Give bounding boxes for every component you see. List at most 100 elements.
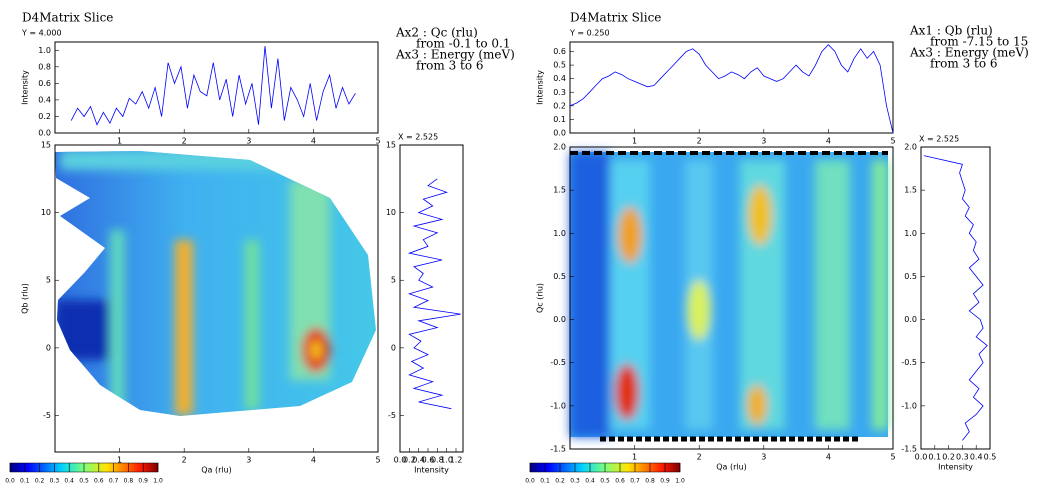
y-tick-label: 15 [386,141,396,150]
x-tick-label: 0.0 [915,453,928,462]
slice-info: from 3 to 6 [416,59,484,73]
intensity-line [923,155,988,441]
y-tick-label: 0.0 [904,315,917,324]
x-tick-label: 0.4 [585,478,595,484]
y-tick-label: 0.4 [553,74,566,83]
y-tick-label: 5 [46,276,51,285]
x-tick-label: 0.9 [138,478,148,484]
x-tick-label: 4 [826,453,831,462]
y-tick-label: 0.0 [553,315,566,324]
x-tick-label: 0.8 [124,478,134,484]
x-tick-label: 0.2 [942,453,955,462]
x-tick-label: 0.2 [555,478,565,484]
slice-info: from -7.15 to 15 [930,35,1028,49]
y-tick-label: 0.0 [553,129,566,138]
x-tick-label: 4 [311,456,316,465]
y-tick-label: 2.0 [553,143,566,152]
x-tick-label: 0.8 [431,456,444,465]
y-tick-label: 1.0 [38,46,51,55]
x-tick-label: 0.7 [630,478,640,484]
plot-frame [399,144,464,453]
x-tick-label: 1.0 [440,456,453,465]
x-tick-label: 4 [311,137,316,146]
y-tick-label: 1.5 [904,186,917,195]
x-tick-label: 3 [761,137,766,146]
x-tick-label: 0.1 [20,478,30,484]
y-axis-label: Intensity [536,70,545,105]
slice-info: Ax3 : Energy (meV) [395,48,515,62]
x-tick-label: 0.0 [5,478,15,484]
plot-frame [569,146,894,450]
y-tick-label: 0 [391,343,396,352]
panel-title: D4Matrix Slice [22,11,113,25]
y-tick-label: 0.2 [553,101,566,110]
slice-info: Ax1 : Qb (rlu) [909,24,993,38]
x-tick-label: 0.4 [412,456,425,465]
y-tick-label: 0.1 [553,115,566,124]
x-tick-label: 1 [117,456,122,465]
intensity-line [70,46,356,126]
x-tick-label: 1.2 [450,456,463,465]
x-tick-label: 0.2 [403,456,416,465]
x-tick-label: 0.3 [570,478,580,484]
intensity-line [407,178,461,410]
plot-frame [920,146,991,450]
y-tick-label: 0 [46,343,51,352]
x-tick-label: 5 [375,137,380,146]
x-tick-label: 0.5 [79,478,89,484]
x-tick-label: 1 [632,137,637,146]
slice-info: Ax3 : Energy (meV) [909,46,1029,60]
x-axis-label: Intensity [938,463,973,472]
slice-label: X = 2.525 [398,133,438,142]
x-axis-label: Qa (rlu) [201,466,232,475]
x-tick-label: 0.3 [956,453,969,462]
y-tick-label: 0.2 [38,112,51,121]
y-tick-label: 0.4 [38,95,51,104]
x-tick-label: 0.5 [984,453,997,462]
x-tick-label: 0.8 [645,478,655,484]
plot-frame [54,41,379,134]
x-tick-label: 0.1 [928,453,941,462]
x-tick-label: 0.6 [94,478,104,484]
x-tick-label: 2 [697,453,702,462]
x-tick-label: 0.3 [50,478,60,484]
x-tick-label: 0.6 [422,456,435,465]
y-tick-label: -1.5 [550,445,566,454]
x-tick-label: 0.1 [540,478,550,484]
x-tick-label: 1.0 [675,478,685,484]
y-tick-label: 0.5 [904,272,917,281]
x-axis-label: Qa (rlu) [716,463,747,472]
y-axis-label: Qc (rlu) [536,283,545,313]
y-tick-label: 2.0 [904,143,917,152]
y-tick-label: -1.0 [550,401,566,410]
y-tick-label: -5 [43,411,51,420]
x-tick-label: 2 [182,137,187,146]
x-tick-label: 5 [890,137,895,146]
y-axis-label: Qb (rlu) [21,283,30,314]
x-tick-label: 0.6 [615,478,625,484]
y-tick-label: 0.5 [553,272,566,281]
plot-frame [54,144,379,453]
heatmap-image-right [570,151,888,442]
x-tick-label: 3 [246,456,251,465]
x-axis-label: Intensity [414,466,449,475]
y-tick-label: -5 [388,411,396,420]
x-tick-label: 1 [117,137,122,146]
x-tick-label: 0.2 [35,478,45,484]
panel-title: D4Matrix Slice [570,11,661,25]
y-tick-label: 1.0 [553,229,566,238]
plot-frame [569,41,894,134]
y-tick-label: 0.3 [553,88,566,97]
slice-info: from 3 to 6 [930,57,998,71]
x-tick-label: 1 [632,453,637,462]
x-tick-label: 0.0 [394,456,407,465]
y-tick-label: 0.0 [38,129,51,138]
x-tick-label: 0.0 [525,478,535,484]
y-tick-label: -0.5 [901,358,917,367]
slice-info: Ax2 : Qc (rlu) [395,26,478,40]
y-tick-label: -1.5 [901,445,917,454]
y-tick-label: -0.5 [550,358,566,367]
x-tick-label: 2 [697,137,702,146]
y-tick-label: 5 [391,276,396,285]
